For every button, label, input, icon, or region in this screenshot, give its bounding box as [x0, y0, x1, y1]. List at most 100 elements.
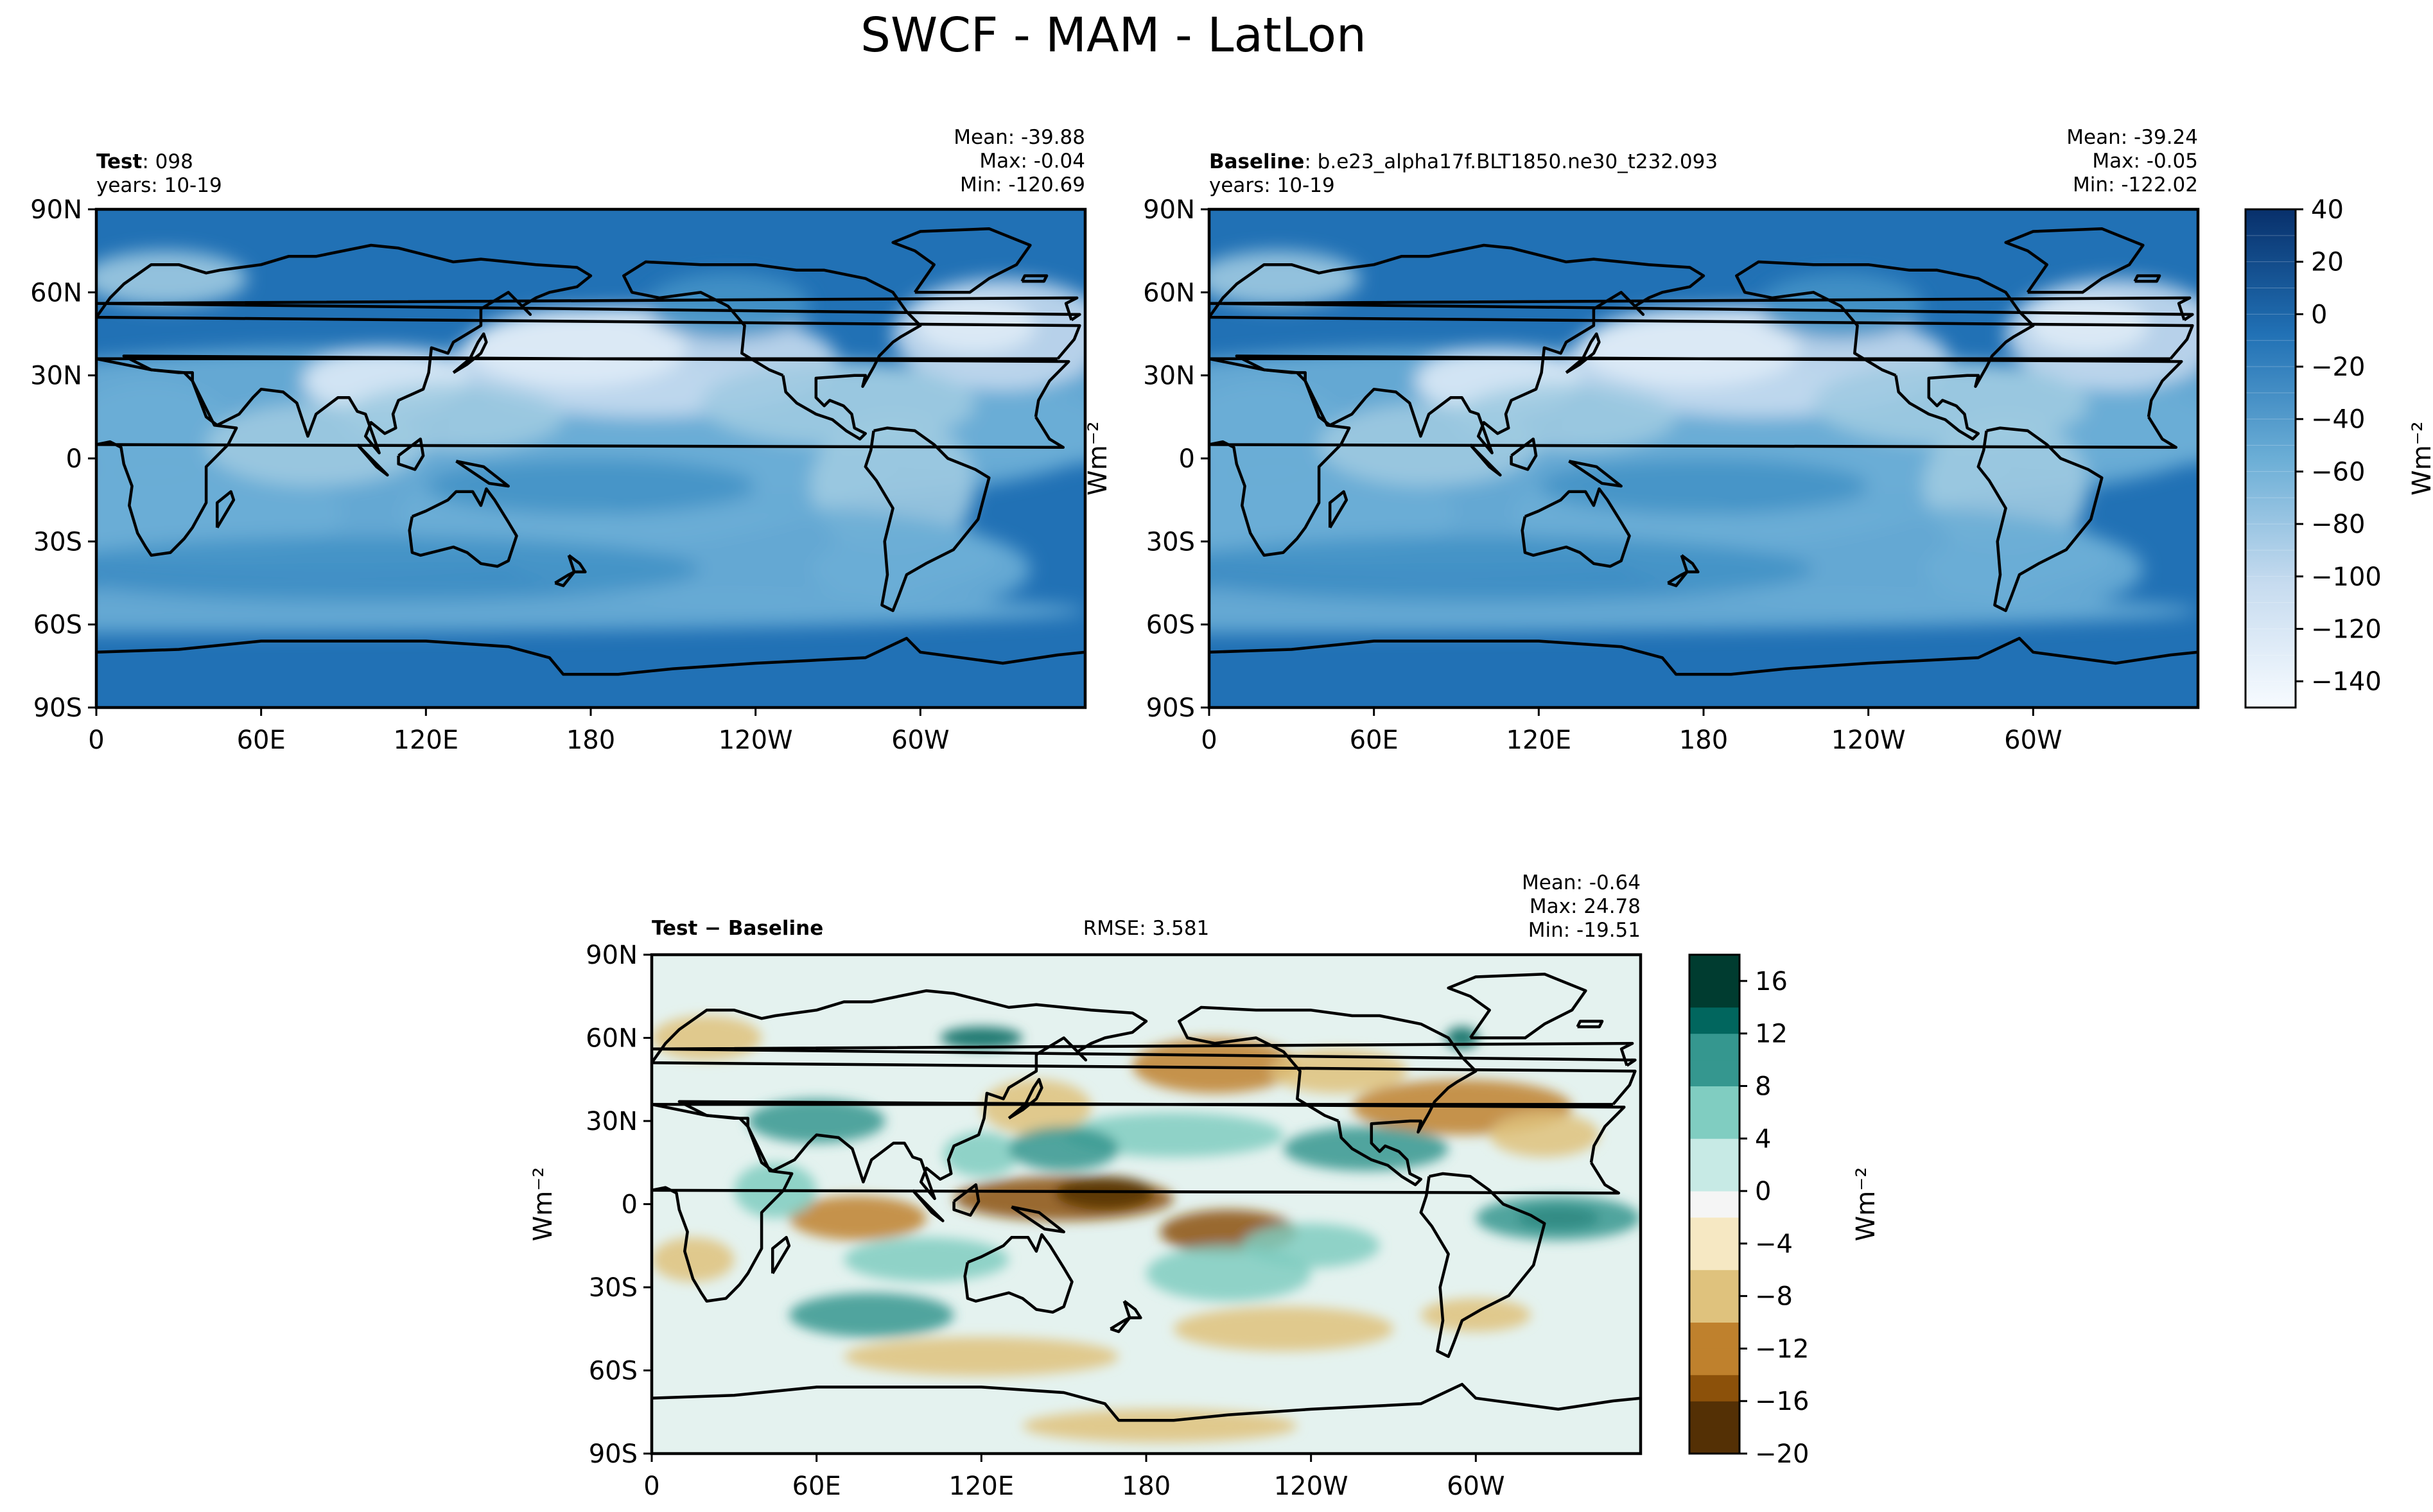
colorbar-tick-label: 40 [2311, 195, 2344, 225]
difference-map-panel: 0 60E 120E 180 120W 60W 90N 60N 30N 0 30S 60S 90S Tes… [528, 871, 1643, 1501]
coastline-path [2133, 274, 2161, 283]
coastline-path [1110, 1316, 1131, 1334]
x-tick-label: 60W [891, 726, 949, 755]
stat-label: Mean: -39.88 [954, 126, 1085, 149]
field-blob [467, 309, 687, 387]
colorbar-tick-label: 0 [1755, 1177, 1771, 1206]
coastline-path [2004, 227, 2145, 294]
coastlines [652, 972, 1641, 1422]
coastline-path [1976, 426, 2104, 613]
colorbar-tick-label: −140 [2311, 667, 2382, 697]
stat-label: Mean: -39.24 [2066, 126, 2198, 149]
colorbar-label: Wm⁻² [2407, 421, 2433, 496]
panel-title-rest: : 098 [142, 150, 193, 173]
field-blob [810, 530, 1031, 608]
coastline-path [1020, 274, 1049, 283]
coastline-path [652, 989, 1637, 1201]
coastline-path [408, 487, 518, 568]
field-blob [96, 381, 234, 481]
colorbar-segment [1689, 1401, 1740, 1428]
coastline-path [1735, 260, 2035, 441]
field-blob [1283, 1126, 1449, 1171]
stat-label: Min: -19.51 [1528, 919, 1641, 942]
x-tick-label: 120W [1274, 1472, 1348, 1501]
colorbar-segment [1689, 1375, 1740, 1402]
colorbar-segment [1689, 1296, 1740, 1323]
coastline-path [356, 443, 389, 477]
baseline-map-panel: 0 60E 120E 180 120W 60W 90N 60N 30N 0 30S 60S 90S Bas… [1083, 126, 2200, 755]
field-blob [943, 1132, 1020, 1177]
field-blob [1923, 530, 2143, 608]
sw-colorbar: 40 20 0 −20 −40 −60 −80 −100 −120 −140 Wm⁻² [2244, 195, 2433, 709]
colorbar-tick-label: −12 [1755, 1334, 1809, 1364]
field-blob [1489, 1113, 1600, 1158]
coastline-path [1209, 636, 2198, 676]
coastline-path [96, 243, 1081, 455]
coastline-path [1178, 1005, 1478, 1186]
y-axis-label: Wm⁻² [528, 1167, 558, 1242]
panel-subtitle: years: 10-19 [96, 174, 222, 197]
colorbar-tick-label: −20 [2311, 352, 2365, 382]
rmse-label: RMSE: 3.581 [1083, 917, 1210, 940]
colorbar-tick-label: −20 [1755, 1439, 1809, 1469]
colorbar-segment [1689, 955, 1740, 982]
coastline-path [1209, 354, 2183, 557]
colorbar-segment [1689, 1243, 1740, 1271]
colorbar-tick-label: −60 [2311, 457, 2365, 487]
colorbar-tick-label: −4 [1755, 1230, 1793, 1259]
coastline-path [891, 227, 1032, 294]
field-blob [747, 1099, 885, 1143]
y-tick-label: 90S [33, 693, 82, 723]
coastline-path [771, 1236, 791, 1274]
coastline-path [1521, 487, 1631, 568]
colorbar-tick-label: −80 [2311, 510, 2365, 539]
colorbar-tick-label: 12 [1755, 1020, 1788, 1049]
y-tick-label: 90N [1143, 195, 1195, 225]
x-tick-label: 0 [643, 1472, 659, 1501]
colorbar-tick-label: 4 [1755, 1124, 1771, 1154]
y-tick-label: 30N [1143, 361, 1195, 391]
stat-label: Mean: -0.64 [1522, 871, 1641, 894]
coastline-path [1447, 972, 1587, 1039]
diff-colorbar: 16 12 8 4 0 −4 −8 −12 −16 −20 Wm⁻² [1688, 953, 1881, 1469]
x-tick-label: 60E [792, 1472, 841, 1501]
test-map-panel: 0 60E 120E 180 120W 60W 90N 60N 30N 0 30S 60S 90S Tes… [30, 126, 1087, 755]
field-blob [1009, 1126, 1119, 1171]
y-axis-label: Wm⁻² [1083, 421, 1113, 496]
colorbar-segment [1689, 1138, 1740, 1165]
y-tick-label: 90N [30, 195, 82, 225]
y-tick-label: 90S [1146, 693, 1195, 723]
coastline-path [1209, 243, 2194, 455]
x-tick-label: 0 [1201, 726, 1217, 755]
colorbar-segment [1689, 1427, 1740, 1454]
field-blob [652, 1237, 735, 1282]
colorbar-segment [1689, 1269, 1740, 1297]
field-test [96, 209, 1085, 708]
x-tick-label: 60W [2004, 726, 2062, 755]
y-tick-label: 30N [30, 361, 82, 391]
coastline-path [1122, 1299, 1142, 1319]
field-blob [1269, 1048, 1408, 1093]
x-tick-label: 180 [566, 726, 615, 755]
field-blob [981, 1079, 1092, 1135]
colorbar-segment [1689, 1322, 1740, 1349]
stat-label: Min: -122.02 [2073, 173, 2198, 196]
colorbar-tick-label: 8 [1755, 1072, 1771, 1101]
figure-title: SWCF - MAM - LatLon [860, 8, 1366, 63]
coastline-path [554, 570, 576, 587]
colorbar-frame [1688, 953, 1741, 1455]
field-blob [789, 1292, 954, 1337]
coastline-path [1680, 554, 1700, 574]
coastline-path [652, 1382, 1641, 1422]
x-tick-label: 60E [1350, 726, 1399, 755]
coastline-path [622, 260, 922, 441]
coastline-path [1011, 1205, 1065, 1233]
coastline-path [1007, 1078, 1043, 1120]
coastline-path [1419, 1172, 1546, 1359]
x-tick-label: 120W [719, 726, 793, 755]
panel-title-rest: : b.e23_alpha17f.BLT1850.ne30_t232.093 [1304, 150, 1718, 173]
coastline-path [455, 460, 510, 488]
colorbar-tick-label: 16 [1755, 967, 1788, 996]
colorbar-segment [1689, 1033, 1740, 1061]
colorbar-gradient [2246, 209, 2296, 708]
